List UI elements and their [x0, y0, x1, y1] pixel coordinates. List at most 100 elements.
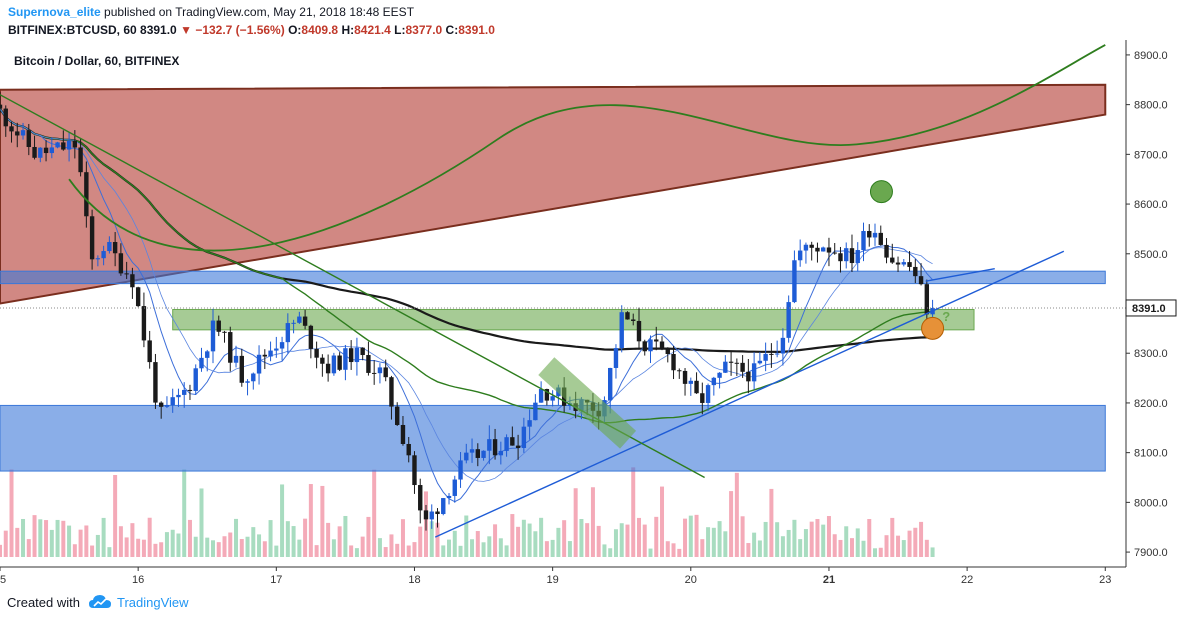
candle-body	[245, 381, 250, 383]
volume-bar	[752, 532, 757, 557]
volume-bar	[849, 538, 854, 557]
volume-bar	[257, 534, 262, 557]
volume-bar	[585, 523, 590, 557]
candle-body	[515, 445, 521, 448]
candle-body	[751, 363, 757, 382]
close-label: C:	[445, 23, 459, 37]
author-link[interactable]: Supernova_elite	[8, 5, 101, 19]
volume-bar	[688, 515, 693, 557]
volume-bar	[147, 517, 152, 557]
volume-bar	[780, 536, 785, 557]
volume-bar	[498, 538, 503, 557]
candle-body	[832, 252, 837, 254]
candle-body	[475, 449, 481, 458]
volume-bar	[786, 529, 791, 557]
volume-bar	[815, 519, 820, 557]
volume-bar	[746, 543, 751, 557]
volume-bar	[113, 475, 118, 557]
volume-bar	[671, 543, 676, 557]
y-tick-label: 8000.0	[1134, 497, 1168, 509]
volume-bar	[418, 526, 423, 557]
volume-bar	[21, 518, 26, 557]
candle-body	[538, 389, 544, 403]
volume-bar	[210, 540, 215, 557]
volume-bar	[683, 518, 688, 557]
volume-bar	[579, 518, 584, 557]
y-tick-label: 8300.0	[1134, 348, 1168, 360]
volume-bar	[550, 539, 555, 557]
candle-body	[193, 368, 198, 391]
volume-bar	[124, 537, 129, 557]
candle-body	[141, 306, 147, 341]
candle-body	[325, 363, 331, 374]
candle-body	[418, 485, 423, 511]
volume-bar	[366, 516, 371, 557]
tradingview-cloud-icon[interactable]	[88, 592, 112, 612]
candle-body	[383, 367, 388, 378]
candle-body	[550, 396, 555, 401]
triangle-zone	[0, 83, 1107, 305]
candle-body	[924, 284, 930, 315]
volume-bar	[412, 542, 417, 557]
volume-bar	[884, 535, 889, 557]
candle-body	[320, 357, 325, 364]
volume-bar	[700, 539, 705, 557]
candle-body	[780, 337, 786, 354]
volume-bar	[49, 529, 54, 557]
volume-bar	[349, 545, 354, 557]
volume-bar	[199, 488, 204, 557]
volume-bar	[602, 544, 607, 557]
candle-body	[216, 320, 221, 332]
candle-body	[124, 273, 129, 275]
x-tick-label: 15	[0, 574, 6, 586]
candle-body	[907, 262, 912, 267]
candle-body	[855, 250, 860, 264]
candle-body	[331, 355, 337, 374]
chart-header: Supernova_elite published on TradingView…	[0, 0, 1183, 40]
candle-body	[797, 250, 803, 261]
candle-body	[210, 320, 216, 352]
candle-body	[613, 348, 619, 368]
high-value: 8421.4	[354, 23, 391, 37]
volume-bar	[216, 542, 221, 557]
candle-body	[746, 371, 751, 382]
candle-body	[20, 130, 26, 136]
y-tick-label: 8500.0	[1134, 249, 1168, 261]
y-tick-label: 8100.0	[1134, 448, 1168, 460]
candle-body	[533, 402, 538, 421]
volume-bar	[533, 531, 538, 557]
candle-body	[251, 373, 256, 382]
candle-body	[844, 248, 849, 262]
candle-body	[688, 380, 693, 384]
volume-bar	[285, 521, 290, 557]
volume-bar	[723, 531, 728, 557]
candle-body	[809, 244, 814, 248]
candle-body	[233, 355, 239, 363]
candle-body	[205, 351, 210, 358]
candle-body	[268, 350, 273, 357]
volume-bar	[619, 523, 624, 557]
x-tick-label: 18	[408, 574, 420, 586]
candle-body	[285, 323, 291, 343]
volume-bar	[251, 527, 256, 557]
candle-body	[366, 355, 371, 373]
volume-bar	[769, 488, 774, 557]
candle-body	[412, 455, 417, 486]
volume-bar	[67, 525, 72, 557]
candle-body	[740, 362, 745, 372]
price-chart[interactable]: ? 7900.08000.08100.08200.08300.08400.085…	[0, 40, 1183, 588]
volume-bar	[308, 484, 313, 557]
volume-bar	[303, 518, 308, 557]
volume-layer	[0, 467, 935, 557]
candle-body	[348, 348, 354, 363]
tradingview-link[interactable]: TradingView	[117, 595, 189, 610]
volume-bar	[182, 469, 187, 557]
candle-body	[757, 360, 763, 364]
volume-bar	[878, 547, 883, 557]
low-value: 8377.0	[405, 23, 443, 37]
candle-body	[0, 104, 3, 109]
volume-bar	[280, 484, 285, 557]
candle-body	[302, 316, 308, 326]
candle-body	[636, 320, 642, 342]
candle-body	[648, 339, 653, 352]
